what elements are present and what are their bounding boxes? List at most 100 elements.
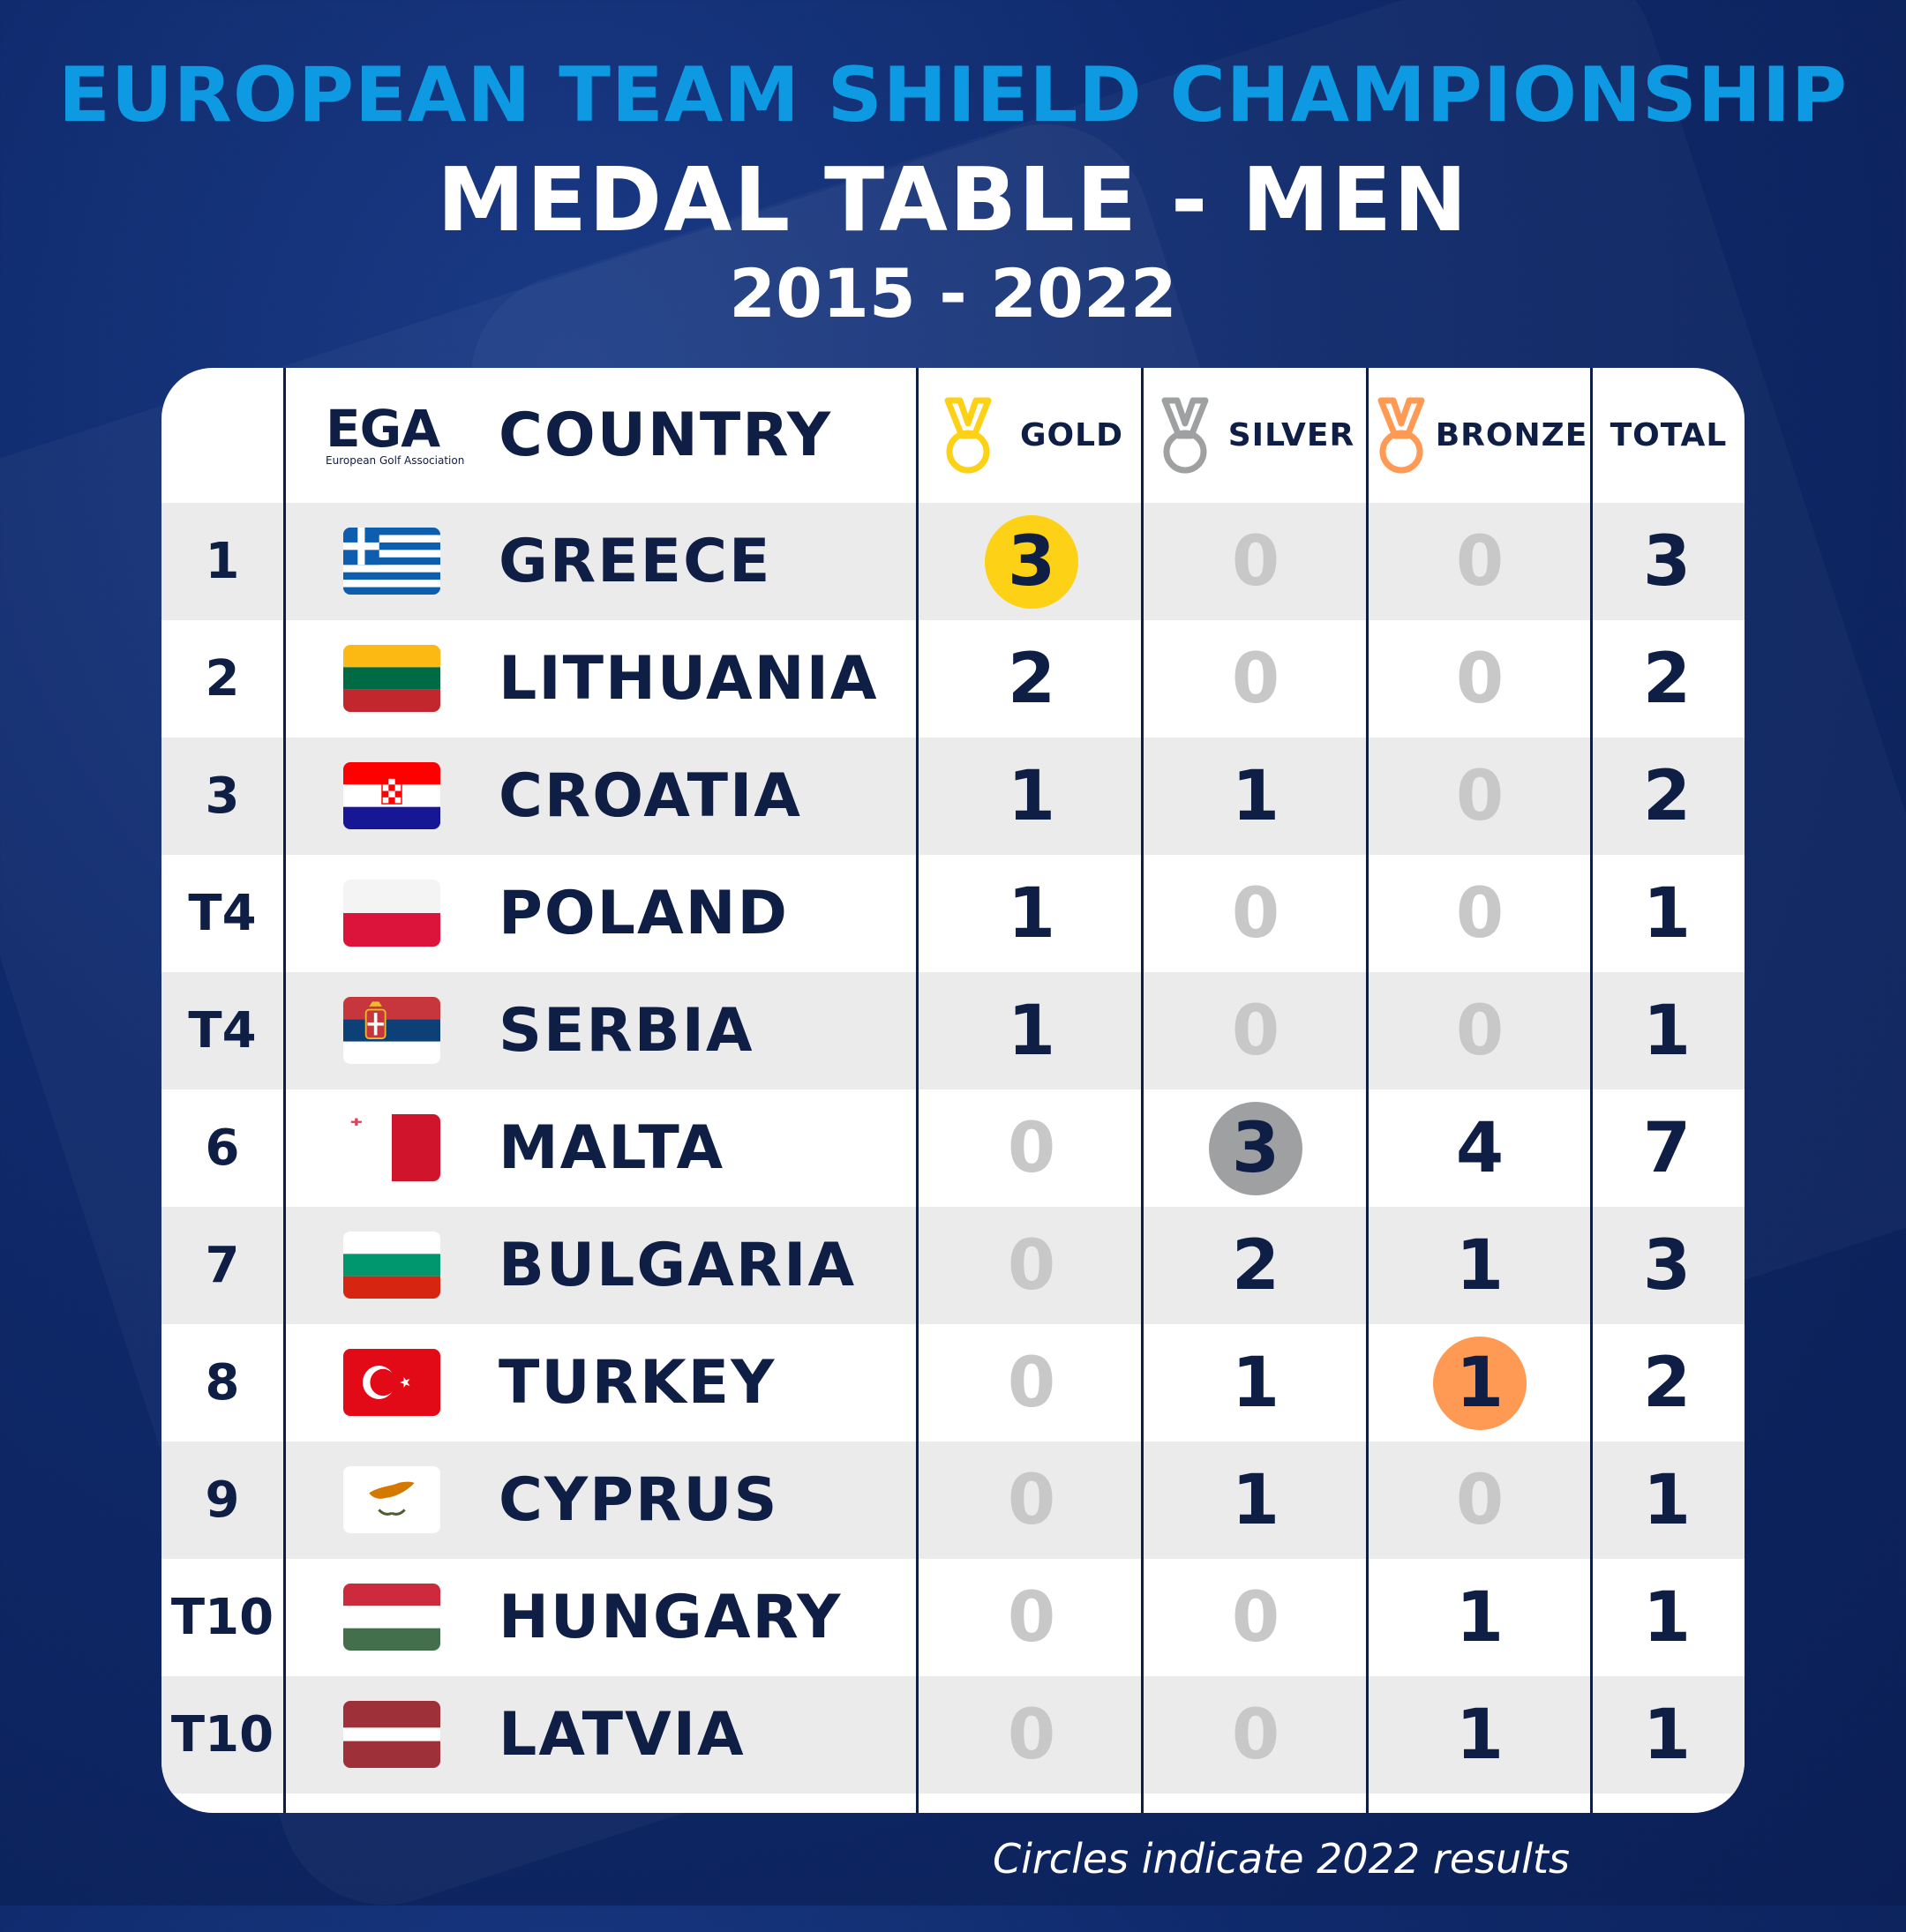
total-count: 1 xyxy=(1642,873,1692,954)
malta-flag xyxy=(343,1114,440,1181)
country-name: HUNGARY xyxy=(499,1583,843,1652)
country-name: LITHUANIA xyxy=(499,644,879,714)
bronze-count-cell: 1 xyxy=(1368,1559,1592,1676)
silver-count: 0 xyxy=(1231,991,1280,1071)
silver-count: 0 xyxy=(1231,873,1280,954)
silver-count: 0 xyxy=(1231,639,1280,719)
rank-cell: T4 xyxy=(188,1002,257,1060)
column-divider xyxy=(1590,368,1593,1813)
bronze-count-cell: 0 xyxy=(1368,738,1592,855)
country-header: COUNTRY xyxy=(499,368,1063,503)
total-count: 2 xyxy=(1642,639,1692,719)
bronze-count: 0 xyxy=(1455,873,1505,954)
silver-count: 0 xyxy=(1231,521,1280,602)
silver-count: 3 xyxy=(1231,1108,1280,1188)
serbia-flag xyxy=(343,997,440,1064)
silver-count-cell: 0 xyxy=(1144,1676,1369,1793)
total-count: 1 xyxy=(1642,1695,1692,1775)
silver-header: SILVER xyxy=(1144,368,1369,503)
bronze-count-cell: 0 xyxy=(1368,1442,1592,1559)
bronze-header-label: BRONZE xyxy=(1435,417,1588,453)
silver-count: 0 xyxy=(1231,1577,1280,1658)
country-name: POLAND xyxy=(499,879,789,948)
bronze-count: 4 xyxy=(1455,1108,1505,1188)
bronze-2022-result-circle: 1 xyxy=(1433,1336,1527,1430)
country-name: CYPRUS xyxy=(499,1465,779,1535)
silver-2022-result-circle: 3 xyxy=(1209,1101,1302,1195)
gold-count: 0 xyxy=(1007,1577,1056,1658)
total-count: 7 xyxy=(1642,1108,1692,1188)
rank-cell: T4 xyxy=(188,885,257,942)
rank-cell: 6 xyxy=(205,1120,240,1177)
medal-table: EGA European Golf Association COUNTRY GO… xyxy=(161,368,1745,1813)
table-row: 7 BULGARIA 0 2 1 3 xyxy=(161,1207,1745,1324)
bronze-count: 1 xyxy=(1455,1343,1505,1423)
total-count: 1 xyxy=(1642,1577,1692,1658)
total-count: 3 xyxy=(1642,1225,1692,1306)
bronze-count: 0 xyxy=(1455,991,1505,1071)
gold-count-cell: 1 xyxy=(919,738,1144,855)
rank-cell: 3 xyxy=(205,768,240,825)
gold-count: 0 xyxy=(1007,1695,1056,1775)
gold-count: 2 xyxy=(1007,639,1056,719)
total-count-cell: 1 xyxy=(1591,1442,1743,1559)
total-count-cell: 2 xyxy=(1591,738,1743,855)
total-count: 2 xyxy=(1642,756,1692,836)
table-row: 1 GREECE 3 0 0 3 xyxy=(161,503,1745,620)
bronze-medal-icon xyxy=(1377,397,1425,473)
gold-count-cell: 3 xyxy=(919,503,1144,620)
total-header: TOTAL xyxy=(1593,368,1745,503)
table-row: T4 POLAND 1 0 0 1 xyxy=(161,855,1745,972)
table-row: T10 HUNGARY 0 0 1 1 xyxy=(161,1559,1745,1676)
bronze-count-cell: 1 xyxy=(1368,1207,1592,1324)
country-name: CROATIA xyxy=(499,761,802,831)
column-divider xyxy=(1141,368,1144,1813)
gold-count: 0 xyxy=(1007,1225,1056,1306)
total-header-label: TOTAL xyxy=(1610,417,1728,453)
gold-2022-result-circle: 3 xyxy=(985,514,1078,609)
silver-count-cell: 0 xyxy=(1144,972,1369,1090)
gold-header: GOLD xyxy=(919,368,1145,503)
gold-count-cell: 0 xyxy=(919,1090,1144,1207)
page-title-line-3: 2015 - 2022 xyxy=(729,254,1177,333)
silver-medal-icon xyxy=(1161,397,1209,473)
cyprus-flag xyxy=(343,1466,440,1533)
country-name: BULGARIA xyxy=(499,1231,857,1300)
bulgaria-flag xyxy=(343,1232,440,1299)
rank-cell: 2 xyxy=(205,650,240,708)
rank-cell: T10 xyxy=(170,1706,274,1764)
column-divider xyxy=(283,368,286,1813)
gold-count-cell: 1 xyxy=(919,855,1144,972)
silver-count: 1 xyxy=(1231,1460,1280,1540)
silver-count-cell: 1 xyxy=(1144,1324,1369,1442)
ega-logo: EGA European Golf Association xyxy=(326,403,464,474)
gold-count-cell: 0 xyxy=(919,1442,1144,1559)
country-name: GREECE xyxy=(499,527,772,596)
gold-count-cell: 1 xyxy=(919,972,1144,1090)
bronze-count: 0 xyxy=(1455,521,1505,602)
total-count-cell: 1 xyxy=(1591,1676,1743,1793)
rank-cell: 9 xyxy=(205,1471,240,1529)
gold-count: 0 xyxy=(1007,1460,1056,1540)
latvia-flag xyxy=(343,1701,440,1768)
total-count-cell: 7 xyxy=(1591,1090,1743,1207)
column-divider xyxy=(1366,368,1369,1813)
total-count-cell: 3 xyxy=(1591,1207,1743,1324)
total-count-cell: 2 xyxy=(1591,620,1743,738)
greece-flag xyxy=(343,528,440,595)
bronze-count-cell: 0 xyxy=(1368,972,1592,1090)
table-header-row: EGA European Golf Association COUNTRY GO… xyxy=(161,368,1745,503)
gold-count: 1 xyxy=(1007,756,1056,836)
silver-count-cell: 0 xyxy=(1144,855,1369,972)
lithuania-flag xyxy=(343,645,440,712)
table-row: T4 SERBIA 1 0 0 1 xyxy=(161,972,1745,1090)
rank-cell: 7 xyxy=(205,1237,240,1294)
rank-cell: 8 xyxy=(205,1354,240,1412)
page-title-line-1: EUROPEAN TEAM SHIELD CHAMPIONSHIP xyxy=(58,51,1848,139)
turkey-flag xyxy=(343,1349,440,1416)
bronze-count-cell: 0 xyxy=(1368,503,1592,620)
bronze-count-cell: 1 xyxy=(1368,1324,1592,1442)
silver-count-cell: 3 xyxy=(1144,1090,1369,1207)
silver-count: 0 xyxy=(1231,1695,1280,1775)
gold-count-cell: 0 xyxy=(919,1207,1144,1324)
